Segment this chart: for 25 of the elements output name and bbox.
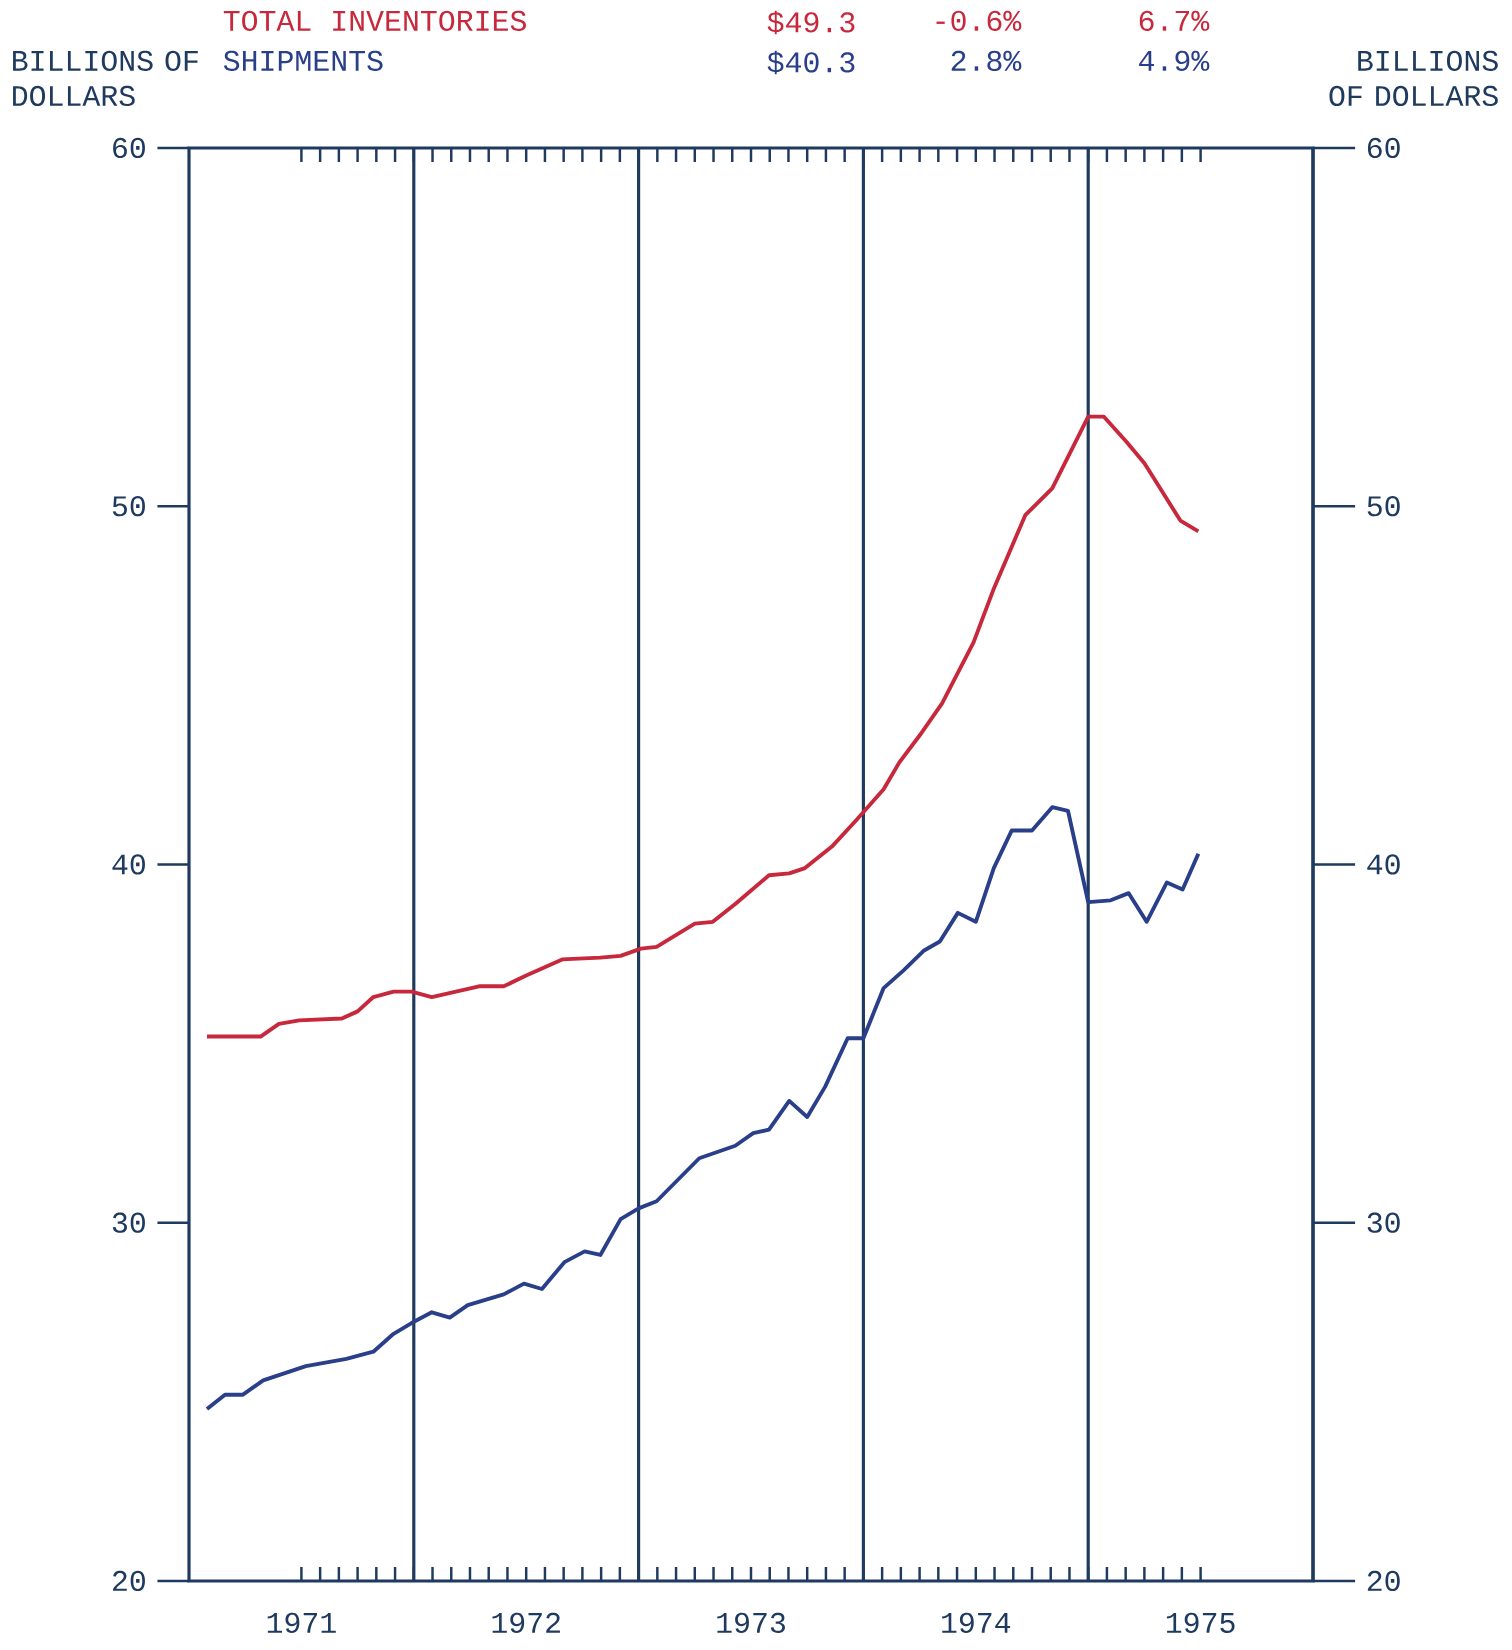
y-tick-label: 60: [113, 137, 145, 159]
text: 6.7%: [1139, 10, 1210, 31]
x-tick-label: 1974: [942, 1612, 1011, 1633]
y2-tick-label: 50: [1367, 496, 1400, 517]
text: TOTAL INVENTORIES: [223, 10, 526, 31]
x-tick-label: 1975: [1166, 1612, 1235, 1633]
y2-axis-title: BILLIONS OF DOLLARS: [1329, 50, 1498, 107]
text: 2.8%: [951, 50, 1022, 71]
text: $40.3: [767, 50, 855, 75]
y-axis-title: BILLIONS OF DOLLARS: [13, 50, 198, 107]
text: 4.9%: [1139, 50, 1210, 71]
y-tick-label: 20: [113, 1570, 145, 1592]
y-tick-label: 30: [112, 1212, 145, 1233]
y2-tick-label: 30: [1367, 1212, 1400, 1233]
text: SHIPMENTS: [223, 50, 383, 71]
x-tick-label: 1972: [492, 1612, 560, 1633]
text: -0.6%: [936, 10, 1022, 31]
y2-tick-label: 40: [1367, 854, 1400, 875]
x-tick-label: 1971: [267, 1612, 336, 1633]
y-tick-label: 40: [112, 854, 145, 875]
x-tick-label: 1973: [717, 1612, 785, 1633]
y2-tick-label: 20: [1367, 1570, 1400, 1592]
y2-tick-label: 60: [1367, 137, 1400, 159]
y-tick-label: 50: [112, 496, 145, 517]
text: $49.3: [767, 10, 855, 35]
